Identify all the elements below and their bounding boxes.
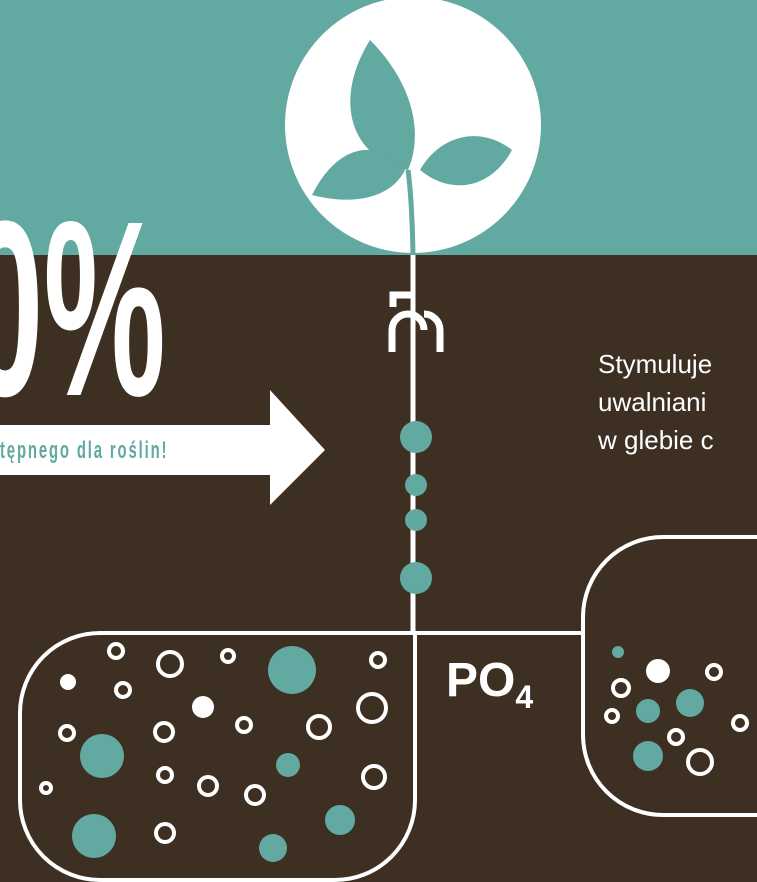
- description-line: w glebie c: [597, 425, 714, 455]
- arrow-text: tępnego dla roślin!: [0, 438, 168, 464]
- soil: [0, 255, 757, 882]
- formula-subscript: 4: [515, 679, 533, 715]
- stem-dots: [400, 421, 432, 594]
- description: Stymuluje uwalniani w glebie c: [597, 349, 714, 455]
- description-line: uwalniani: [598, 387, 706, 417]
- particles: [39, 642, 749, 862]
- leaves: [312, 40, 512, 200]
- percent: 0%: [0, 168, 166, 448]
- formula-base: PO: [446, 654, 515, 707]
- roots: [388, 291, 444, 352]
- stem-top: [405, 169, 416, 256]
- capsules: [18, 535, 757, 882]
- formula: PO4: [446, 654, 533, 715]
- arrow: [0, 390, 325, 505]
- description-line: Stymuluje: [598, 349, 712, 379]
